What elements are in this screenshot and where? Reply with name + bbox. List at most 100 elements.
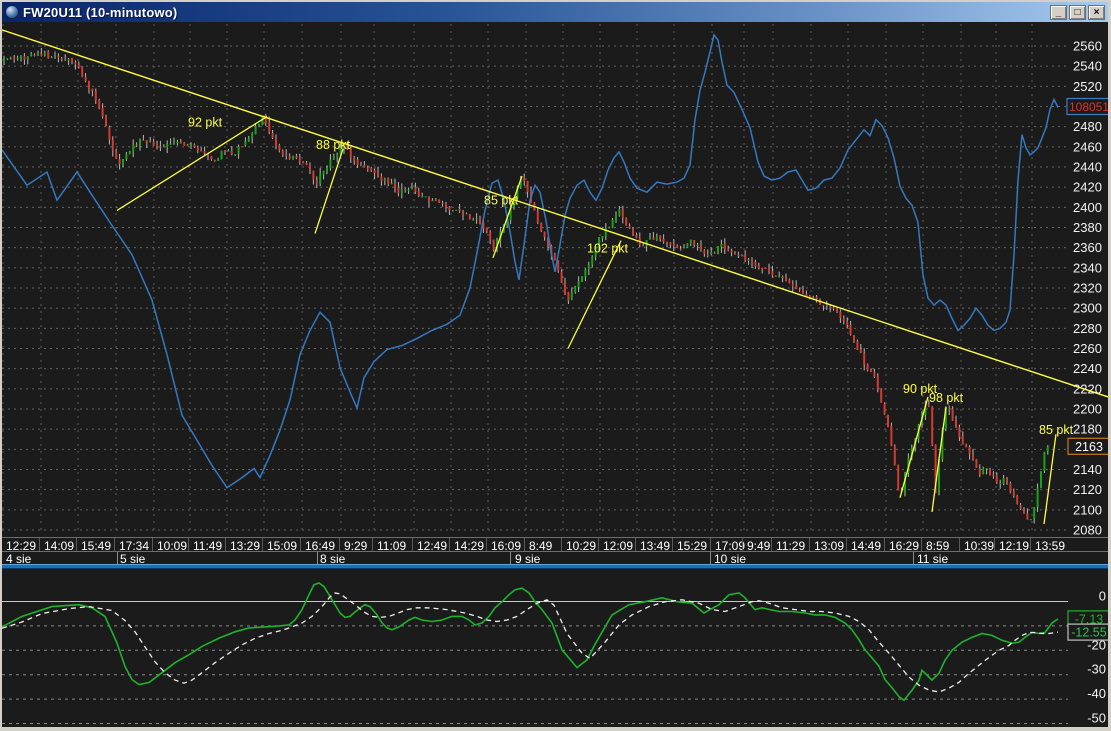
date-axis-divider: [317, 552, 318, 564]
price-axis-label: 2220: [1073, 381, 1102, 396]
time-axis-divider: [884, 538, 885, 551]
time-axis-label: 11:29: [776, 539, 806, 551]
price-axis-label: 2140: [1073, 462, 1102, 477]
price-axis-label: 2520: [1073, 79, 1102, 94]
price-axis-label: 2300: [1073, 301, 1102, 316]
close-button[interactable]: ×: [1088, 4, 1105, 20]
svg-text:108051: 108051: [1069, 100, 1108, 114]
time-axis: 12:29 14:09 15:49 17:34 10:09 11:49 13:29 15:09…: [2, 537, 1108, 551]
time-axis-divider: [339, 538, 340, 551]
time-axis-divider: [1030, 538, 1031, 551]
time-axis-label: 13:59: [1035, 539, 1066, 551]
macd-value-marker: -7.13: [1067, 610, 1108, 628]
swing-line: [567, 240, 622, 349]
time-axis-divider: [486, 538, 487, 551]
time-axis-divider: [524, 538, 525, 551]
price-axis-label: 2440: [1073, 160, 1102, 175]
time-axis-divider: [300, 538, 301, 551]
price-axis-label: 2380: [1073, 220, 1102, 235]
date-axis-label: 11 sie: [917, 552, 949, 564]
maximize-button[interactable]: □: [1069, 4, 1086, 20]
time-axis-divider: [809, 538, 810, 551]
time-axis-divider: [561, 538, 562, 551]
swing-label: 92 pkt: [188, 116, 223, 130]
time-axis-divider: [39, 538, 40, 551]
time-axis-label: 15:49: [81, 539, 112, 551]
time-axis-label: 13:29: [230, 539, 261, 551]
time-axis-label: 11:09: [377, 539, 407, 551]
index-overlay-line: [2, 33, 1059, 489]
price-axis-label: 2280: [1073, 321, 1102, 336]
oscillator-background: [2, 569, 1108, 727]
swing-label: 98 pkt: [929, 391, 964, 405]
oscillator-axis-label: -30: [1087, 662, 1106, 677]
date-axis-divider: [710, 552, 711, 564]
svg-text:2163: 2163: [1075, 440, 1103, 454]
time-axis-divider: [225, 538, 226, 551]
oscillator-axis-label: -20: [1087, 637, 1106, 652]
oscillator-axis-label: 0: [1099, 589, 1106, 604]
oscillator-signal-white-line: [2, 592, 1059, 693]
time-axis-divider: [771, 538, 772, 551]
time-axis-divider: [710, 538, 711, 551]
panel-separator[interactable]: [2, 564, 1108, 569]
time-axis-divider: [635, 538, 636, 551]
time-axis-label: 14:29: [454, 539, 485, 551]
time-axis-label: 14:09: [44, 539, 75, 551]
time-axis-divider: [114, 538, 115, 551]
date-axis-divider: [117, 552, 118, 564]
date-axis-label: 4 sie: [6, 552, 32, 564]
grid-lines: [2, 24, 1068, 534]
swing-line: [931, 406, 947, 512]
time-axis-divider: [372, 538, 373, 551]
time-axis-label: 17:09: [715, 539, 746, 551]
time-axis-label: 12:29: [6, 539, 37, 551]
time-axis-label: 12:49: [417, 539, 448, 551]
swing-line: [116, 116, 268, 211]
price-axis-label: 2100: [1073, 502, 1102, 517]
oscillator-axis-label: -50: [1087, 711, 1106, 726]
date-axis-label: 9 sie: [515, 552, 541, 564]
time-axis-divider: [959, 538, 960, 551]
time-axis-label: 15:29: [677, 539, 708, 551]
time-axis-label: 8:49: [529, 539, 553, 551]
time-axis-label: 17:34: [119, 539, 150, 551]
price-axis-label: 2180: [1073, 422, 1102, 437]
price-axis-label: 2340: [1073, 260, 1102, 275]
time-axis-divider: [598, 538, 599, 551]
swing-line: [314, 148, 344, 234]
time-axis-label: 10:09: [157, 539, 188, 551]
oscillator-axis-labels: 0 -20 -30 -40 -50: [1087, 589, 1106, 726]
time-axis-label: 15:09: [267, 539, 298, 551]
time-axis-label: 10:29: [566, 539, 597, 551]
time-axis-label: 11:49: [193, 539, 223, 551]
oscillator-grid: [2, 601, 1068, 724]
time-axis-divider: [262, 538, 263, 551]
window-icon: [5, 5, 19, 19]
price-axis-label: 2560: [1073, 39, 1102, 54]
swing-label: 90 pkt: [903, 382, 938, 396]
swing-label: 102 pkt: [587, 242, 629, 256]
title-bar[interactable]: FW20U11 (10-minutowo) _ □ ×: [2, 2, 1108, 22]
time-axis-label: 9:29: [344, 539, 368, 551]
swing-label: 88 pkt: [316, 138, 351, 152]
time-axis-divider: [742, 538, 743, 551]
oscillator-axis-label: -40: [1087, 686, 1106, 701]
price-axis-label: 2540: [1073, 59, 1102, 74]
window-controls: _ □ ×: [1050, 4, 1105, 20]
time-axis-divider: [76, 538, 77, 551]
svg-text:-7.13: -7.13: [1075, 612, 1104, 626]
time-axis-label: 12:19: [999, 539, 1030, 551]
time-axis-label: 13:49: [640, 539, 671, 551]
price-axis-label: 2400: [1073, 200, 1102, 215]
minimize-button[interactable]: _: [1050, 4, 1067, 20]
oscillator-canvas[interactable]: 0 -20 -30 -40 -50 -7.13-12.55: [2, 569, 1108, 727]
price-axis-label: 2260: [1073, 341, 1102, 356]
date-axis: 4 sie 5 sie 8 sie 9 sie 10 sie 11 sie: [2, 551, 1108, 564]
swing-label: 85 pkt: [484, 193, 519, 207]
time-axis-divider: [846, 538, 847, 551]
date-axis-label: 8 sie: [320, 552, 346, 564]
